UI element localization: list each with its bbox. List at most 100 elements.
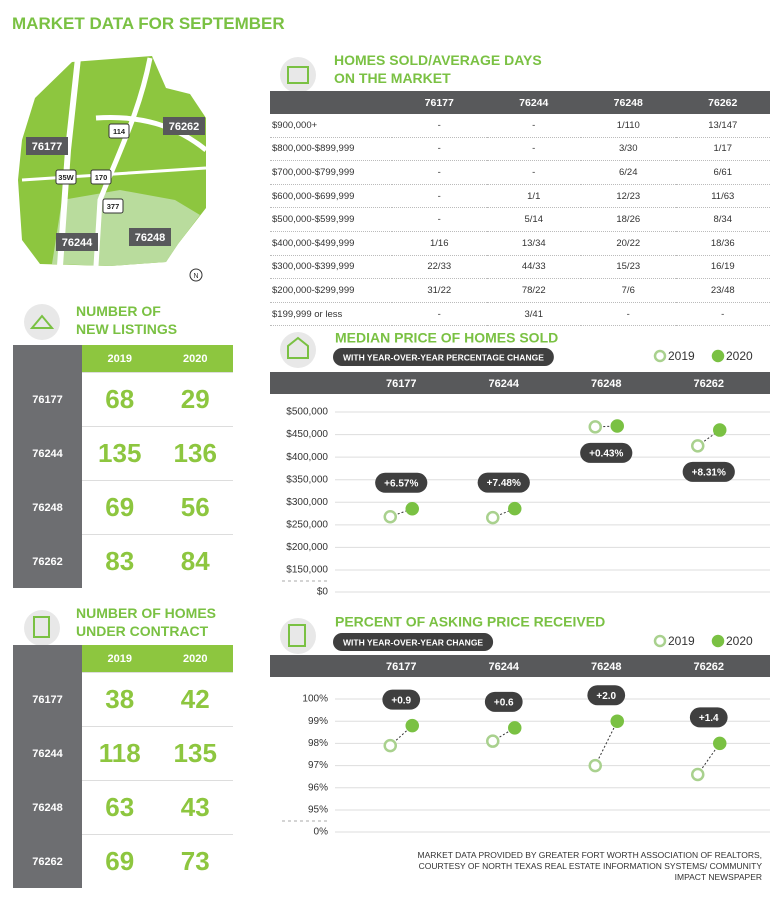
annotation-pill (477, 472, 530, 493)
column-header: 76244 (486, 91, 581, 114)
table-value: 135 (82, 426, 158, 481)
table-value: 136 (157, 426, 233, 481)
row-label: $800,000-$899,999 (270, 137, 392, 162)
row-label: 76177 (13, 372, 82, 427)
section-title: HOMES SOLD/AVERAGE DAYS ON THE MARKET (334, 52, 542, 86)
table-value: 63 (82, 780, 158, 835)
table-row: 76262 83 84 (13, 534, 233, 588)
road-label: 114 (113, 127, 126, 136)
table-cell: 6/24 (581, 160, 676, 185)
category-label: 76177 (386, 378, 417, 390)
table-row: 76177 68 29 (13, 372, 233, 427)
road-label: 377 (107, 202, 120, 211)
y-tick-label: $0 (317, 587, 329, 598)
column-header: 76262 (675, 91, 770, 114)
data-point (691, 439, 705, 453)
y-tick-label: $250,000 (286, 519, 328, 530)
table-cell: 3/41 (486, 302, 581, 327)
page-title: MARKET DATA FOR SEPTEMBER (12, 14, 285, 33)
y-tick-label: $400,000 (286, 452, 328, 463)
row-label: $400,000-$499,999 (270, 231, 392, 256)
table-cell: 8/34 (675, 207, 770, 232)
row-label: 76244 (13, 426, 82, 481)
map (18, 56, 208, 267)
table-value: 29 (157, 372, 233, 427)
table-cell: 1/1 (486, 184, 581, 209)
header-bar (270, 372, 770, 394)
category-label: 76262 (693, 378, 724, 390)
annotation-pill (382, 689, 421, 710)
zip-label-box (56, 233, 98, 251)
row-label: $199,999 or less (270, 302, 392, 327)
table-row: $199,999 or less -3/41- - (270, 302, 770, 327)
zip-label: 76248 (135, 232, 166, 244)
row-label: $200,000-$299,999 (270, 278, 392, 303)
annotation: +7.48% (487, 478, 521, 489)
data-point (691, 767, 705, 782)
header-row: 2019 2020 (13, 345, 233, 373)
y-tick-label: $300,000 (286, 497, 328, 508)
table-cell: 1/110 (581, 114, 676, 138)
legend-label: 2020 (726, 634, 753, 648)
table-cell: 15/23 (581, 255, 676, 280)
table-cell: 1/16 (392, 231, 487, 256)
section-title: NUMBER OF HOMES UNDER CONTRACT (76, 605, 216, 639)
data-point (508, 501, 522, 516)
connector (594, 720, 618, 766)
table-cell: 7/6 (581, 278, 676, 303)
table-value: 68 (82, 372, 158, 427)
legend-label: 2019 (668, 634, 695, 648)
data-point (486, 734, 500, 748)
category-label: 76177 (386, 661, 417, 673)
table-cell: 78/22 (486, 278, 581, 303)
data-point (508, 721, 522, 735)
icon (280, 618, 316, 654)
zip-label: 76244 (62, 237, 93, 249)
table-row: 76248 63 43 (13, 780, 233, 835)
table-cell: - (675, 302, 770, 327)
table-row: 76244 118 135 (13, 726, 233, 781)
column-header: 2019 (82, 345, 158, 373)
column-header: 76248 (581, 91, 676, 114)
row-label: 76248 (13, 480, 82, 535)
icon (280, 332, 316, 368)
y-tick-label: $500,000 (286, 407, 328, 418)
y-tick-label: 99% (308, 716, 328, 727)
data-point (383, 738, 397, 753)
road-shield (90, 169, 112, 185)
table-cell: - (392, 114, 487, 138)
y-tick-label: 95% (308, 805, 328, 816)
legend-label: 2020 (726, 349, 753, 363)
table-value: 84 (157, 534, 233, 588)
road-shield (108, 123, 130, 139)
annotation: +0.43% (589, 449, 623, 460)
table-row: $200,000-$299,999 31/22 78/22 7/6 23/48 (270, 278, 770, 303)
road (21, 166, 207, 182)
data-point (486, 510, 500, 525)
new-listings-table: 2019 2020 76177 68 29 76244 135 136 76248 69 56 762… (13, 345, 233, 588)
road-shield (55, 169, 77, 185)
header-row: 2019 2020 (13, 645, 233, 673)
row-label: $600,000-$699,999 (270, 184, 392, 209)
annotation: +0.9 (391, 695, 411, 706)
data-point (405, 718, 419, 733)
zip-label: 76262 (169, 121, 200, 133)
table-cell: 16/19 (675, 255, 770, 280)
table-cell: 11/63 (675, 184, 770, 209)
compass (189, 268, 203, 282)
homes-sold-table: 76177 76244 76248 76262 $900,000+ - -1/110 13/1… (270, 91, 770, 327)
column-header: 2019 (82, 645, 158, 673)
y-tick-label: 0% (314, 827, 329, 838)
table-row: 76262 69 73 (13, 834, 233, 888)
header-bar (270, 655, 770, 677)
row-label: $500,000-$599,999 (270, 207, 392, 232)
header-corner (13, 645, 82, 673)
category-label: 76248 (591, 378, 622, 390)
subtitle-pill (333, 633, 494, 651)
section-title: NUMBER OF NEW LISTINGS (76, 303, 178, 337)
annotation-pill (689, 707, 728, 728)
row-label: $900,000+ (270, 114, 392, 138)
table-cell: 6/61 (675, 160, 770, 185)
annotation: +2.0 (596, 691, 616, 702)
